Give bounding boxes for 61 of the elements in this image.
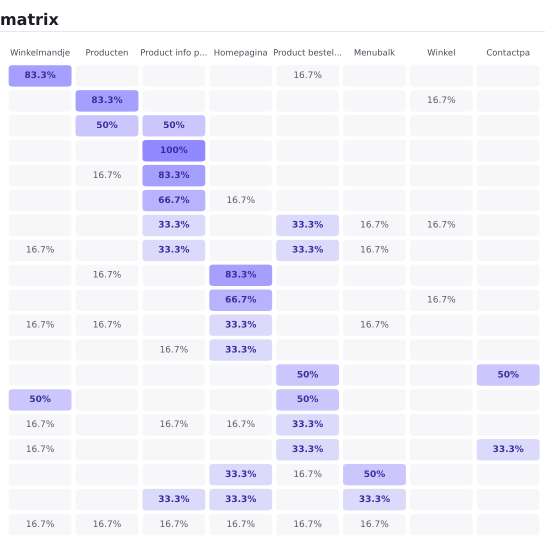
data-label: 33.3%	[158, 220, 190, 231]
data-label: 16.7%	[360, 246, 390, 256]
data-label: 50%	[29, 395, 51, 406]
data-label: 33.3%	[292, 246, 324, 256]
data-label: 16.7%	[427, 96, 456, 106]
chart-title: matrix	[0, 10, 60, 29]
data-label: 33.3%	[158, 246, 190, 256]
data-label: 83.3%	[158, 170, 190, 181]
data-label: 16.7%	[160, 420, 189, 430]
data-label: 16.7%	[26, 420, 55, 430]
data-label: 50%	[364, 470, 386, 480]
data-label: 16.7%	[427, 220, 456, 231]
data-label: 33.3%	[158, 494, 190, 505]
data-label: 83.3%	[24, 71, 56, 82]
data-label: 66.7%	[225, 296, 256, 306]
data-label: 16.7%	[26, 445, 55, 456]
x-tick-label: Contactpa	[486, 48, 530, 58]
data-label: 16.7%	[26, 520, 55, 530]
data-label: 33.3%	[225, 320, 256, 330]
x-tick-label: Homepagina	[214, 48, 268, 58]
data-label: 16.7%	[226, 520, 256, 530]
data-label: 50%	[96, 121, 118, 132]
data-label: 66.7%	[158, 196, 190, 206]
x-tick-label: Winkelmandje	[10, 48, 70, 58]
x-tick-label: Product bestel...	[273, 48, 342, 58]
data-label: 33.3%	[225, 494, 256, 505]
data-label: 33.3%	[292, 220, 324, 231]
data-label: 16.7%	[92, 270, 122, 281]
data-label: 16.7%	[293, 470, 322, 480]
data-label: 16.7%	[293, 71, 322, 82]
data-label: 16.7%	[427, 296, 456, 306]
data-label: 16.7%	[360, 220, 390, 231]
x-tick-label: Producten	[86, 48, 128, 58]
data-label: 83.3%	[225, 270, 256, 281]
data-label: 16.7%	[92, 520, 122, 530]
data-label: 16.7%	[26, 246, 55, 256]
data-label: 33.3%	[358, 494, 390, 505]
data-label: 33.3%	[225, 345, 256, 356]
data-label: 16.7%	[360, 320, 390, 330]
data-label: 100%	[160, 146, 188, 156]
data-label: 16.7%	[293, 520, 322, 530]
data-label: 16.7%	[92, 320, 122, 330]
data-label: 50%	[296, 370, 318, 380]
data-label: 50%	[296, 395, 318, 406]
data-label: 83.3%	[91, 96, 123, 106]
data-label: 33.3%	[225, 470, 256, 480]
x-tick-label: Winkel	[427, 48, 456, 58]
data-label: 16.7%	[360, 520, 390, 530]
x-tick-label: Menubalk	[354, 48, 396, 58]
data-label: 16.7%	[92, 170, 122, 181]
data-label: 33.3%	[292, 445, 324, 456]
data-label: 16.7%	[26, 320, 55, 330]
data-label: 16.7%	[160, 345, 189, 356]
data-label: 50%	[163, 121, 185, 132]
data-label: 33.3%	[292, 420, 324, 430]
data-label: 50%	[497, 370, 519, 380]
data-label: 16.7%	[226, 420, 256, 430]
data-label: 33.3%	[492, 445, 524, 456]
data-label: 16.7%	[160, 520, 189, 530]
x-tick-label: Product info p...	[140, 48, 208, 58]
data-label: 16.7%	[226, 196, 256, 206]
